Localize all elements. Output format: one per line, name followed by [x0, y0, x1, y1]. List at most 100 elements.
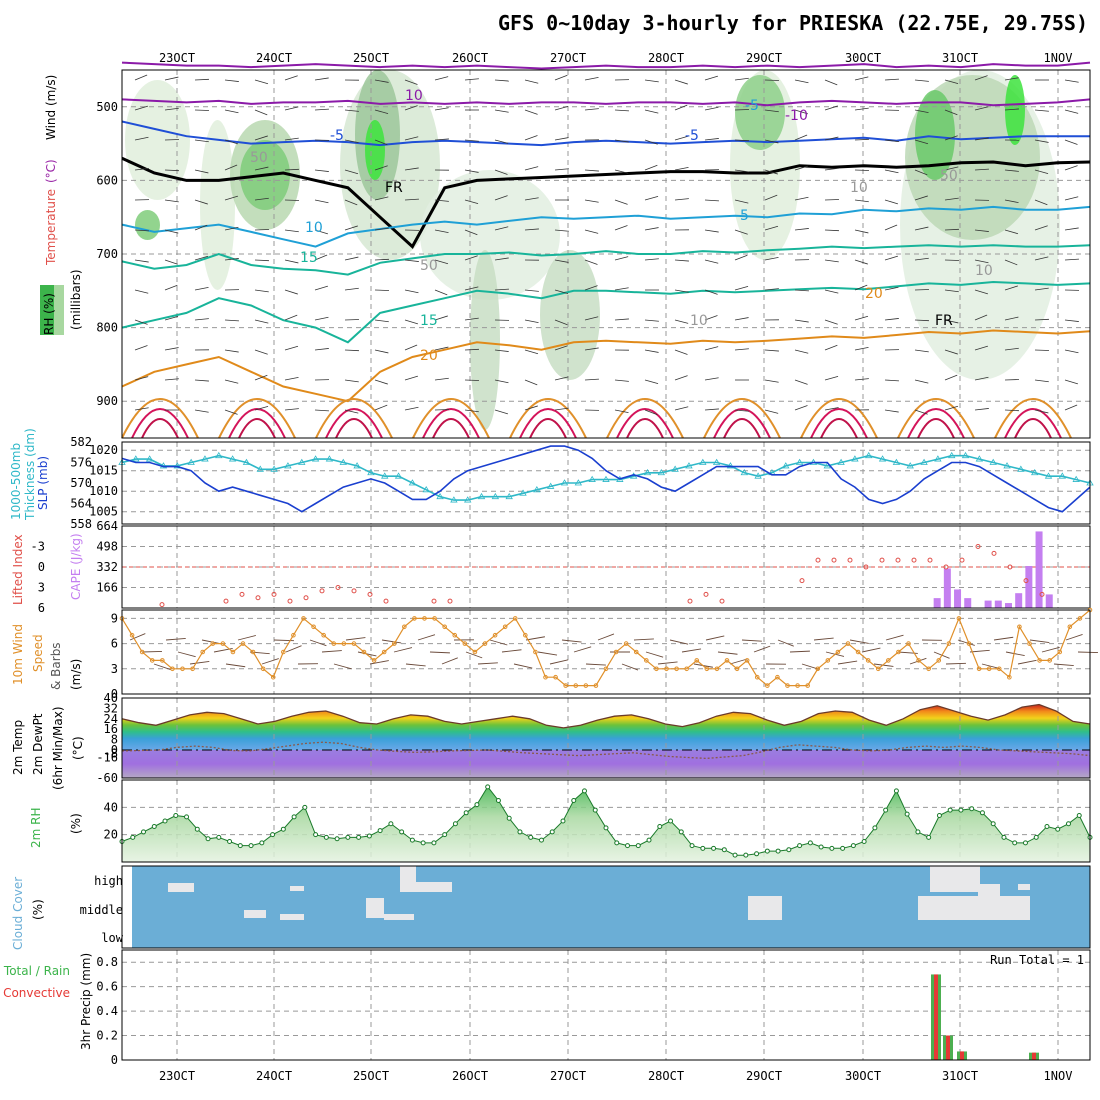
- wind10-point: [583, 683, 589, 688]
- wind10-barb: [261, 658, 279, 665]
- wind10-barb: [669, 639, 689, 645]
- wind10-point: [341, 641, 347, 646]
- wind-barb: [644, 379, 659, 384]
- wind-barb: [434, 229, 449, 233]
- wind10-point: [170, 666, 175, 672]
- wind-barb: [734, 139, 749, 142]
- wind-barb: [1004, 199, 1019, 203]
- thickness-point: [878, 455, 887, 462]
- thickness-point: [560, 479, 569, 486]
- contour-labels: 10 -10 -5 -5 -5 5 10 15 15 20 20 FR FR 50 50 50 10 10 10: [250, 88, 993, 364]
- rh2m-point: [668, 818, 674, 824]
- wind-barb: [344, 349, 359, 352]
- wind-barb: [374, 79, 389, 83]
- wind-barb: [524, 379, 538, 386]
- wind-barb: [614, 256, 629, 261]
- wind-barb: [764, 194, 778, 201]
- wind-barb: [194, 224, 208, 231]
- wind10-point: [543, 674, 548, 680]
- wind-barb: [794, 79, 809, 84]
- rh2m-point: [743, 852, 749, 858]
- wind10-barb: [717, 651, 738, 655]
- cloud-frame: [121, 865, 1091, 949]
- wind-barb: [554, 74, 568, 81]
- cape-panel: 166 332 498 664 -3 0 3 6 Lifted Index CAPE (J/k…: [11, 519, 1091, 615]
- thickness-point: [671, 465, 679, 472]
- wind10-point: [744, 658, 750, 663]
- thickness-point: [256, 465, 264, 472]
- ylabel-6hr: (6hr Min/Max): [51, 707, 65, 791]
- wind10-barb: [1077, 651, 1098, 653]
- slp-panel: 558 564 570 576 582 1005 1010 1015 1020 1000-500…: [9, 428, 1094, 531]
- wind-barb: [824, 229, 839, 232]
- wind-barb: [224, 258, 239, 261]
- wind-barb: [1034, 199, 1048, 206]
- wind-barb: [974, 289, 989, 295]
- wind-barb: [494, 349, 509, 352]
- wind-barb: [224, 409, 238, 415]
- wind-barb: [434, 377, 449, 381]
- wind-barb: [914, 109, 929, 113]
- wind10-point: [129, 632, 135, 638]
- wind10-point: [180, 666, 185, 672]
- wind-barb: [644, 319, 659, 322]
- wind-barb: [224, 379, 239, 384]
- li-tick: -3: [31, 540, 45, 554]
- wind10-barb: [549, 659, 569, 665]
- thickness-point: [906, 462, 914, 469]
- warm-contour: [616, 408, 674, 439]
- wind-barb: [524, 228, 539, 231]
- warm-contour: [422, 408, 480, 439]
- contour-label: 15: [300, 250, 318, 266]
- wind-barb: [1064, 165, 1078, 171]
- rh-shading: [125, 70, 1060, 430]
- ylabel-cloud-cover: Cloud Cover: [11, 877, 25, 950]
- ylabel-cape: CAPE (J/kg): [69, 533, 83, 600]
- wind-barb: [674, 406, 689, 411]
- contour-temp_10: [121, 61, 1091, 70]
- contour-label: 10: [305, 220, 323, 236]
- precip-tick: 0.6: [96, 980, 118, 994]
- wind10-point: [1067, 624, 1073, 630]
- wind-barb: [224, 319, 239, 322]
- warm-contour: [529, 418, 567, 439]
- rh2m-point: [1076, 813, 1082, 819]
- rh2m-point: [614, 840, 620, 846]
- wind-barb: [974, 229, 989, 232]
- rh2m-point: [904, 811, 910, 817]
- wind-barb: [824, 344, 838, 351]
- wind-barb: [914, 195, 928, 201]
- rh2m-point: [151, 823, 157, 829]
- wind-barb: [914, 79, 929, 82]
- wind10-point: [946, 641, 952, 646]
- wind-barb: [284, 168, 299, 171]
- rh2m-point: [732, 852, 738, 858]
- wind10-point: [1007, 674, 1012, 680]
- wind-barb: [674, 104, 688, 111]
- wind-barb: [1064, 319, 1079, 322]
- wind-barb: [374, 109, 389, 114]
- wind10-point: [674, 666, 679, 672]
- wind10-barbs: [129, 633, 1098, 671]
- thickness-point: [477, 492, 486, 500]
- wind-barb: [1034, 409, 1049, 414]
- contour-label: 20: [420, 348, 438, 364]
- wind-barb: [494, 257, 509, 261]
- wind-barb: [134, 319, 148, 325]
- wind-barb: [314, 108, 329, 111]
- wind-barb: [614, 139, 629, 143]
- cloud-blocks: [168, 866, 1030, 920]
- wind10-speed: [121, 609, 1091, 687]
- wind-barb: [794, 405, 808, 411]
- wind-barb: [404, 167, 419, 171]
- wind-barb: [734, 409, 749, 412]
- cloud-panel: high middle low Cloud Cover (%): [11, 865, 1091, 950]
- warm-contour: [131, 408, 189, 439]
- rh-blob: [915, 90, 955, 180]
- warm-contour: [994, 398, 1072, 439]
- wind10-point: [502, 624, 508, 630]
- wind-barb: [944, 374, 958, 381]
- wind10-barb: [477, 662, 498, 665]
- wind-barb: [734, 286, 749, 291]
